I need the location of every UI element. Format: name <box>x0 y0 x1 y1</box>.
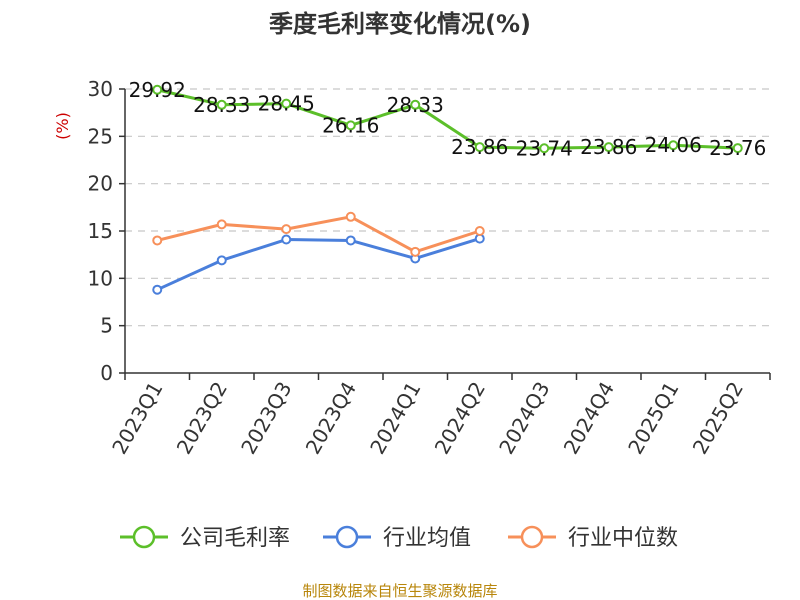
legend-label: 公司毛利率 <box>180 526 290 551</box>
data-label: 23.74 <box>516 136 573 160</box>
data-point <box>603 142 614 153</box>
data-label: 23.76 <box>709 136 766 160</box>
y-tick-label: 30 <box>88 77 113 101</box>
data-label: 23.86 <box>451 135 508 159</box>
legend-label: 行业均值 <box>383 526 471 551</box>
data-label: 24.06 <box>645 133 702 157</box>
y-tick-label: 15 <box>88 219 113 243</box>
data-label: 29.92 <box>129 78 186 102</box>
x-tick-label: 2024Q3 <box>494 378 554 459</box>
data-point <box>732 143 743 154</box>
data-point <box>216 255 227 266</box>
data-point <box>281 224 292 235</box>
data-point <box>410 246 421 257</box>
data-point <box>152 235 163 246</box>
x-tick-label: 2023Q1 <box>107 378 167 459</box>
data-point <box>152 284 163 295</box>
data-point <box>345 120 356 131</box>
series-layer <box>152 84 743 295</box>
data-label: 23.86 <box>580 135 637 159</box>
data-point <box>281 234 292 245</box>
y-axis-label: (%) <box>53 112 72 140</box>
data-label: 26.16 <box>322 113 379 137</box>
data-point <box>345 235 356 246</box>
x-tick-label: 2023Q4 <box>301 378 361 459</box>
y-axis-ticks: 0 5 10 15 20 25 30 <box>88 77 126 385</box>
x-tick-label: 2023Q3 <box>236 378 296 459</box>
chart-title: 季度毛利率变化情况(%) <box>269 10 531 38</box>
data-point <box>345 211 356 222</box>
y-tick-label: 10 <box>88 266 113 290</box>
data-point <box>410 99 421 110</box>
legend: 公司毛利率 行业均值 行业中位数 <box>120 525 678 551</box>
x-tick-label: 2024Q1 <box>365 378 425 459</box>
data-point <box>668 140 679 151</box>
data-label: 28.33 <box>387 93 444 117</box>
legend-swatch-marker <box>132 525 156 549</box>
series-line-1 <box>156 88 738 150</box>
data-label: 28.33 <box>193 93 250 117</box>
y-tick-label: 25 <box>88 124 113 148</box>
y-tick-label: 20 <box>88 172 113 196</box>
series-line-3 <box>156 215 481 254</box>
legend-label: 行业中位数 <box>568 526 678 551</box>
data-point <box>216 99 227 110</box>
x-axis: 2023Q1 2023Q2 2023Q3 2023Q4 2024Q1 2024Q2 2024… <box>107 372 771 459</box>
legend-swatch-marker <box>335 525 359 549</box>
data-point <box>216 219 227 230</box>
x-tick-label: 2024Q4 <box>559 378 619 459</box>
y-tick-label: 0 <box>100 361 113 385</box>
grid-lines <box>125 88 770 327</box>
data-point <box>539 143 550 154</box>
data-labels: 29.92 28.33 28.45 26.16 28.33 23.86 23.74 23.86… <box>129 78 767 161</box>
data-label: 28.45 <box>258 92 315 116</box>
data-point <box>474 226 485 236</box>
series-line-2 <box>156 237 481 292</box>
legend-swatch-marker <box>520 525 544 549</box>
source-note: 制图数据来自恒生聚源数据库 <box>302 582 497 600</box>
data-point <box>281 98 292 109</box>
x-tick-label: 2025Q2 <box>688 378 748 459</box>
data-point <box>152 84 163 95</box>
data-point <box>474 142 485 153</box>
x-tick-label: 2024Q2 <box>430 378 490 459</box>
x-tick-label: 2023Q2 <box>172 378 232 459</box>
y-tick-label: 5 <box>100 314 113 338</box>
x-tick-label: 2025Q1 <box>623 378 683 459</box>
